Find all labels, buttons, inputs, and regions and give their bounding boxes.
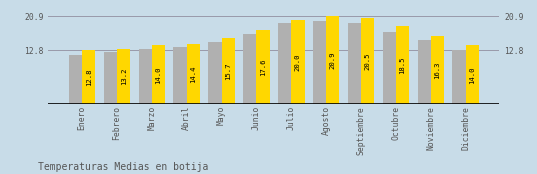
Bar (173, 48, 187, 104)
Text: Temperaturas Medias en botija: Temperaturas Medias en botija (38, 162, 208, 172)
Bar (152, 45, 165, 104)
Text: 12.8: 12.8 (86, 69, 92, 86)
Bar (326, 16, 339, 104)
Text: 20.9: 20.9 (330, 52, 336, 69)
Text: 20.0: 20.0 (295, 53, 301, 71)
Bar (278, 23, 291, 104)
Bar (243, 34, 257, 104)
Text: 18.5: 18.5 (400, 57, 405, 74)
Text: 14.4: 14.4 (190, 65, 197, 83)
Bar (82, 50, 96, 104)
Bar (313, 21, 326, 104)
Bar (69, 55, 82, 104)
Text: 14.0: 14.0 (155, 66, 162, 84)
Bar (431, 36, 444, 104)
Text: 17.6: 17.6 (260, 58, 266, 76)
Bar (418, 40, 431, 104)
Bar (117, 49, 130, 104)
Text: 14.0: 14.0 (469, 66, 475, 84)
Bar (383, 32, 396, 104)
Text: 16.3: 16.3 (434, 61, 440, 79)
Text: 13.2: 13.2 (121, 68, 127, 85)
Text: 15.7: 15.7 (225, 62, 231, 80)
Text: 20.5: 20.5 (365, 52, 371, 70)
Bar (452, 50, 466, 104)
Bar (139, 49, 152, 104)
Bar (104, 53, 117, 104)
Bar (291, 20, 304, 104)
Bar (187, 44, 200, 104)
Bar (208, 42, 222, 104)
Bar (257, 30, 270, 104)
Bar (396, 26, 409, 104)
Bar (222, 38, 235, 104)
Bar (466, 45, 479, 104)
Bar (348, 23, 361, 104)
Bar (361, 18, 374, 104)
